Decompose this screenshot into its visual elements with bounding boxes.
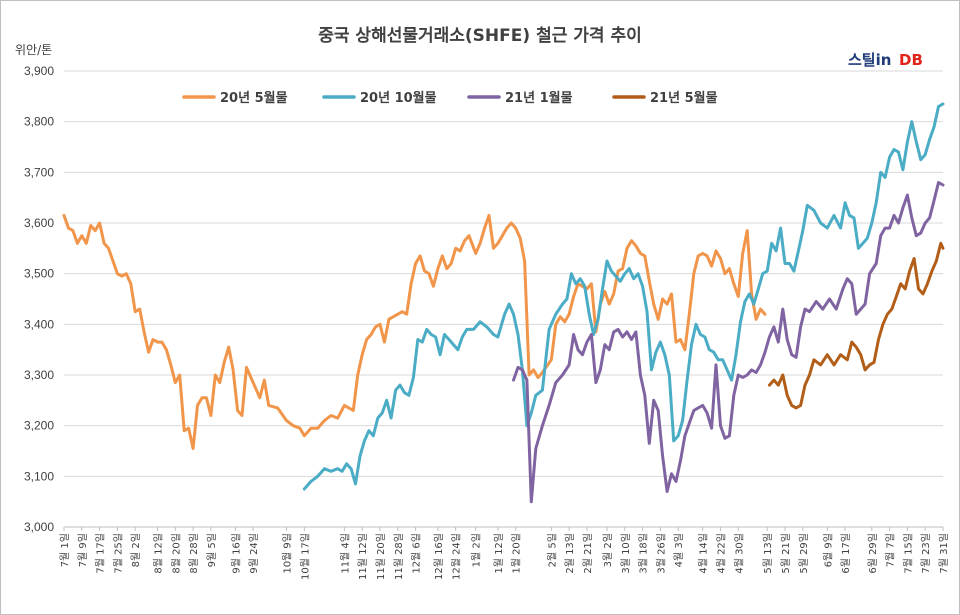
legend-item-1: 20년 5월물 [182,90,288,106]
legend-item-3: 21년 1월물 [467,90,573,106]
series-line-3 [512,181,945,504]
x-tick-label: 9월 16일 [230,533,242,574]
x-tick-label: 9월 5일 [206,533,218,567]
x-tick-label: 4월 3일 [673,533,685,567]
x-tick-label: 11월 20일 [375,533,387,580]
x-tick-label: 7월 1일 [59,533,71,567]
x-tick-label: 5월 13일 [762,533,774,574]
y-tick-label: 3,300 [24,368,54,382]
legend-label: 21년 5월물 [650,90,718,106]
x-tick-label: 7월 9일 [77,533,89,567]
x-tick-label: 5월 21일 [780,533,792,574]
x-tick-label: 10월 9일 [282,533,294,574]
x-tick-label: 2월 5일 [546,533,558,567]
x-tick-label: 10월 17일 [299,533,311,580]
x-tick-label: 8월 2일 [130,533,142,567]
y-tick-label: 3,600 [24,216,54,230]
y-tick-label: 3,100 [24,469,54,483]
x-tick-label: 11월 4일 [339,533,351,574]
x-tick-label: 7월 23일 [920,533,932,574]
y-tick-label: 3,500 [24,267,54,281]
x-tick-label: 3월 18일 [638,533,650,574]
chart-title: 중국 상해선물거래소(SHFE) 철근 가격 추이 [318,26,642,46]
x-tick-label: 4월 22일 [715,533,727,574]
series-lines [62,102,945,504]
x-tick-label: 8월 12일 [152,533,164,574]
x-tick-label: 3월 10일 [620,533,632,574]
x-tick-label: 6월 29일 [867,533,879,574]
x-tick-label: 8월 20일 [170,533,182,574]
x-axis-ticks: 7월 1일 7월 9일 7월 17일 7월 25일 8월 2일 8월 12일 8월 20일 8… [59,527,950,580]
x-tick-label: 7월 15일 [902,533,914,574]
legend: 20년 5월물 20년 10월물 21년 1월물 21년 5월물 [182,90,718,106]
x-tick-label: 11월 28일 [393,533,405,580]
x-tick-label: 12월 16일 [433,533,445,580]
x-tick-label: 2월 13일 [564,533,576,574]
logo-text-steelin: 스틸in [848,51,891,69]
x-tick-label: 6월 17일 [840,533,852,574]
y-tick-label: 3,200 [24,419,54,433]
x-tick-label: 7월 31일 [938,533,950,574]
x-tick-label: 5월 29일 [798,533,810,574]
gridlines [64,70,943,528]
x-tick-label: 9월 24일 [248,533,260,574]
x-tick-label: 11월 12일 [357,533,369,580]
x-tick-label: 4월 30일 [733,533,745,574]
y-tick-label: 3,900 [24,64,54,78]
x-tick-label: 4월 14일 [698,533,710,574]
series-line-4 [767,241,945,410]
x-tick-label: 3월 26일 [655,533,667,574]
x-tick-label: 7월 17일 [95,533,107,574]
legend-label: 20년 5월물 [220,90,288,106]
y-axis-unit-label: 위안/톤 [15,43,52,57]
x-tick-label: 3월 2일 [602,533,614,567]
series-line-2 [302,102,945,491]
x-tick-label: 1월 2일 [471,533,483,567]
y-tick-label: 3,000 [24,520,54,534]
x-tick-label: 6월 9일 [822,533,834,567]
logo-text-db: DB [899,51,923,69]
x-tick-label: 8월 28일 [188,533,200,574]
legend-item-2: 20년 10월물 [322,90,437,106]
x-tick-label: 12월 24일 [451,533,463,580]
x-tick-label: 2월 21일 [582,533,594,574]
x-tick-label: 1월 20일 [511,533,523,574]
x-tick-label: 7월 7일 [885,533,897,567]
series-line-1 [62,213,767,450]
y-axis-ticks: 3,000 3,100 3,200 3,300 3,400 3,500 3,600 3,700… [24,64,54,534]
x-tick-label: 12월 6일 [411,533,423,574]
legend-item-4: 21년 5월물 [612,90,718,106]
x-tick-label: 7월 25일 [112,533,124,574]
y-tick-label: 3,800 [24,115,54,129]
y-tick-label: 3,400 [24,317,54,331]
legend-label: 20년 10월물 [360,90,437,106]
y-tick-label: 3,700 [24,165,54,179]
legend-label: 21년 1월물 [505,90,573,106]
x-tick-label: 1월 12일 [493,533,505,574]
steelin-db-logo: 스틸in DB [848,51,923,69]
